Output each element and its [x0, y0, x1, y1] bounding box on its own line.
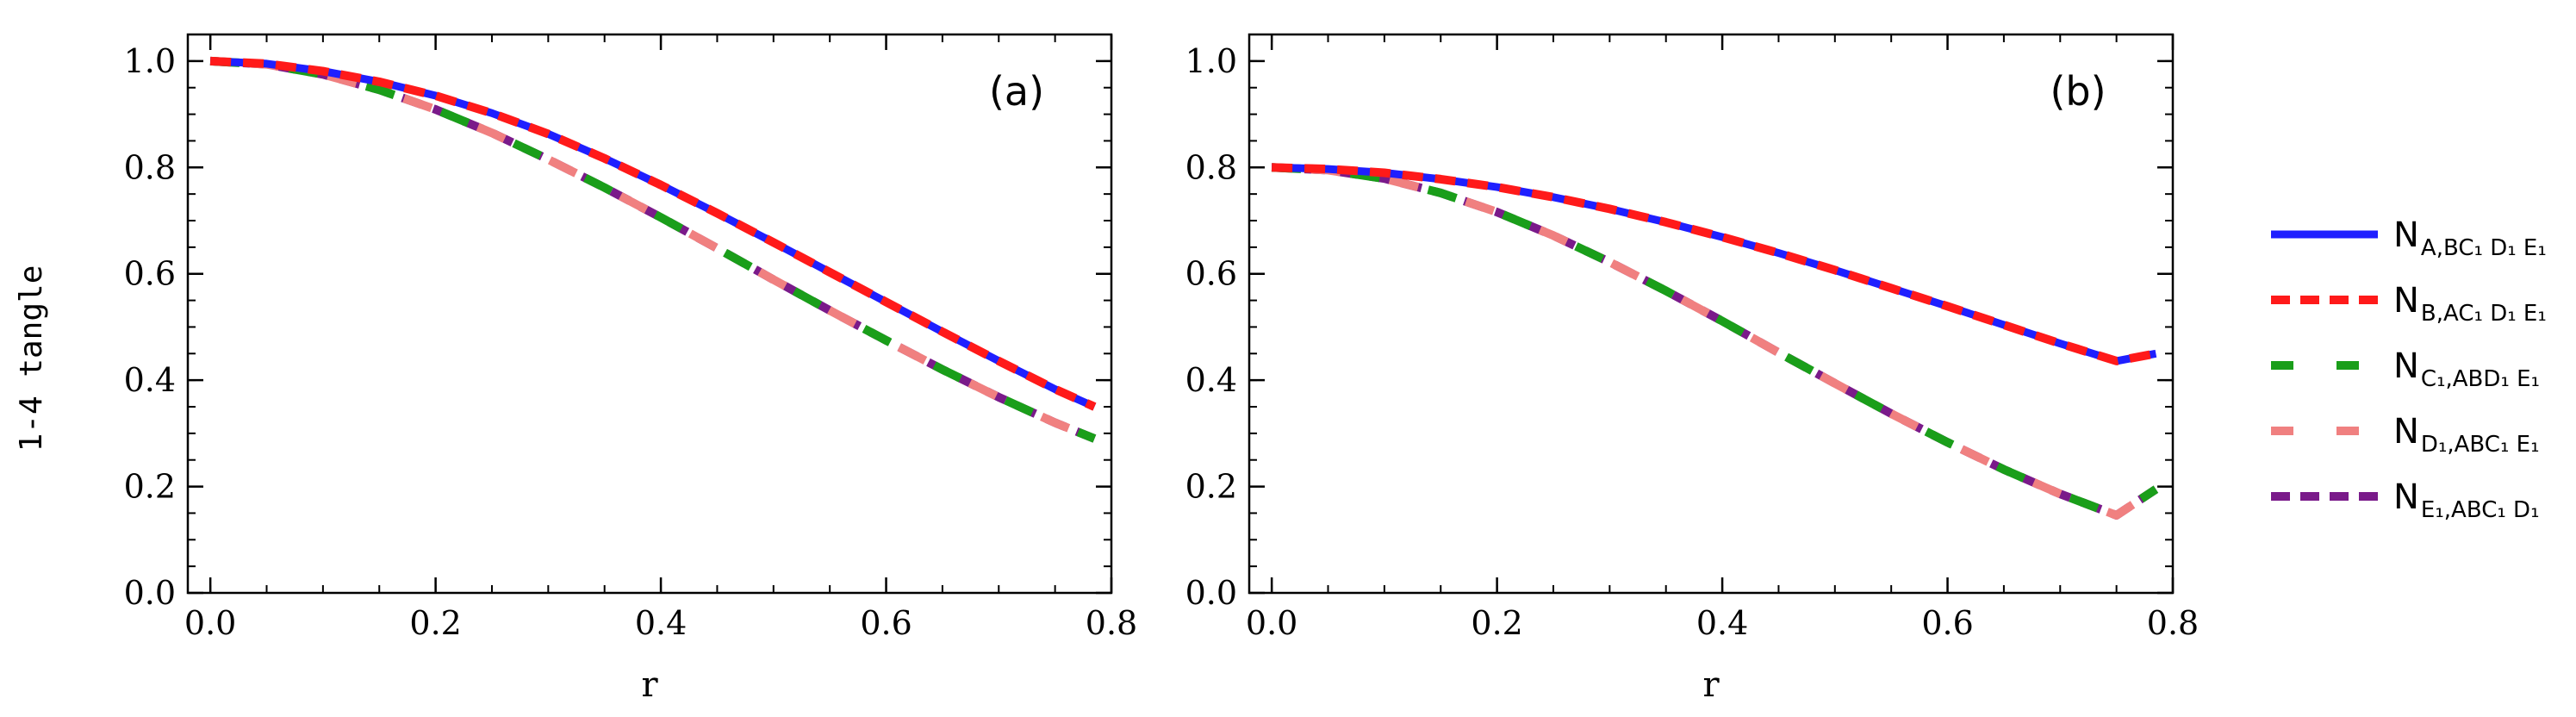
x-axis-title: r: [1702, 665, 1720, 705]
series-line-e: [209, 56, 1097, 443]
panel-label: (a): [989, 68, 1044, 115]
x-tick-label: 0.6: [860, 604, 912, 642]
panel-label: (b): [2050, 68, 2106, 115]
y-tick-label: 0.8: [1185, 148, 1237, 186]
panel-a: 0.0 0.2 0.4 0.6 0.8 0.0 0.2 0.4 0.6 0.8 1.0 r (a): [124, 33, 1137, 705]
x-tick-label: 0.8: [1086, 604, 1137, 642]
series-line-e: [1271, 163, 2159, 520]
legend-label-a: NA,BC₁ D₁ E₁: [2393, 215, 2547, 261]
x-tick-label: 0.2: [409, 604, 461, 642]
x-tick-label: 0.0: [1246, 604, 1297, 642]
y-tick-label: 0.0: [124, 574, 176, 612]
series-line-b: [209, 56, 1097, 411]
y-tick-label: 0.2: [124, 468, 176, 506]
legend-label-e: NE₁,ABC₁ D₁: [2393, 477, 2540, 523]
legend-label-d: ND₁,ABC₁ E₁: [2393, 412, 2540, 458]
y-tick-label: 0.2: [1185, 468, 1237, 506]
series-line-c: [1271, 163, 2159, 520]
panel-b: 0.0 0.2 0.4 0.6 0.8 0.0 0.2 0.4 0.6 0.8 1.0 r (b): [1185, 33, 2199, 705]
y-axis-title: 1-4 tangle: [14, 265, 49, 452]
legend-label-subscript: A,BC₁ D₁ E₁: [2421, 235, 2547, 261]
x-axis-title: r: [641, 665, 658, 705]
series-line-c: [209, 56, 1097, 443]
legend-label-subscript: B,AC₁ D₁ E₁: [2421, 301, 2547, 327]
x-tick-label: 0.2: [1471, 604, 1522, 642]
y-tick-label: 1.0: [124, 42, 176, 80]
x-tick-label: 0.0: [184, 604, 236, 642]
series-line-a: [209, 57, 1097, 411]
series-line-d: [1271, 163, 2159, 520]
legend-label-b: NB,AC₁ D₁ E₁: [2393, 281, 2547, 327]
legend-label-main: N: [2393, 215, 2419, 255]
y-tick-label: 0.4: [124, 361, 176, 399]
legend-label-main: N: [2393, 412, 2419, 452]
y-tick-label: 0.4: [1185, 361, 1237, 399]
legend-label-main: N: [2393, 477, 2419, 517]
legend-label-subscript: D₁,ABC₁ E₁: [2421, 432, 2540, 458]
legend-label-subscript: C₁,ABD₁ E₁: [2421, 366, 2540, 392]
x-tick-label: 0.8: [2147, 604, 2199, 642]
legend-label-subscript: E₁,ABC₁ D₁: [2421, 497, 2540, 523]
plot-frame: [186, 33, 1113, 595]
legend-label-main: N: [2393, 346, 2419, 386]
x-tick-label: 0.6: [1921, 604, 1973, 642]
y-tick-label: 1.0: [1185, 42, 1237, 80]
y-tick-label: 0.6: [1185, 255, 1237, 293]
y-tick-label: 0.8: [124, 148, 176, 186]
legend-label-c: NC₁,ABD₁ E₁: [2393, 346, 2540, 392]
legend-label-main: N: [2393, 281, 2419, 321]
series-line-b: [1271, 163, 2157, 365]
plot-frame: [1248, 33, 2175, 595]
y-tick-label: 0.6: [124, 255, 176, 293]
x-tick-label: 0.4: [635, 604, 687, 642]
y-tick-label: 0.0: [1185, 574, 1237, 612]
x-tick-label: 0.4: [1696, 604, 1748, 642]
